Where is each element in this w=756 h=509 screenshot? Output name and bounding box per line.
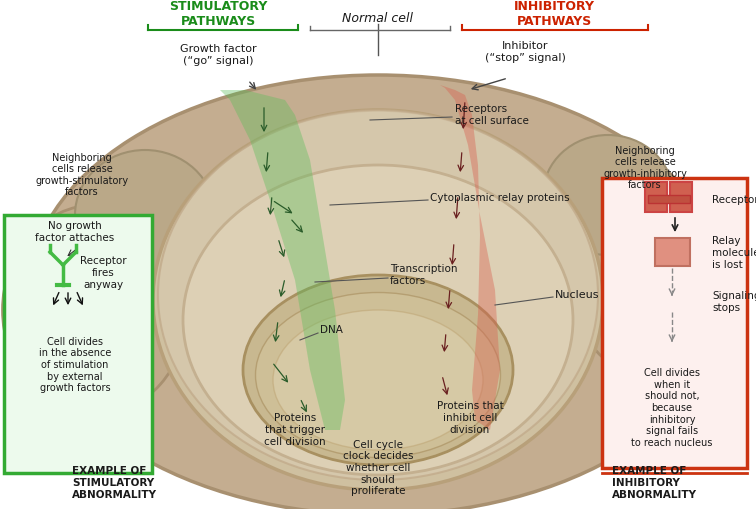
Text: Normal cell: Normal cell bbox=[342, 12, 414, 24]
Text: Receptors
at cell surface: Receptors at cell surface bbox=[455, 104, 529, 126]
Ellipse shape bbox=[273, 310, 483, 450]
Text: DNA: DNA bbox=[320, 325, 343, 335]
Ellipse shape bbox=[158, 110, 598, 480]
Text: Cytoplasmic relay proteins: Cytoplasmic relay proteins bbox=[430, 193, 569, 203]
Ellipse shape bbox=[243, 275, 513, 465]
Text: Proteins
that trigger
cell division: Proteins that trigger cell division bbox=[264, 413, 326, 446]
Polygon shape bbox=[220, 90, 345, 430]
Text: No growth
factor attaches: No growth factor attaches bbox=[36, 221, 115, 243]
Text: Neighboring
cells release
growth-inhibitory
factors: Neighboring cells release growth-inhibit… bbox=[603, 146, 687, 190]
Ellipse shape bbox=[28, 75, 728, 509]
Ellipse shape bbox=[153, 110, 603, 490]
Text: Neighboring
cells release
growth-stimulatory
factors: Neighboring cells release growth-stimula… bbox=[36, 153, 129, 197]
Bar bbox=[645, 182, 667, 212]
Ellipse shape bbox=[183, 165, 573, 475]
Text: EXAMPLE OF
INHIBITORY
ABNORMALITY: EXAMPLE OF INHIBITORY ABNORMALITY bbox=[612, 466, 697, 500]
Ellipse shape bbox=[256, 293, 500, 458]
Bar bbox=[602, 178, 747, 468]
Text: Proteins that
inhibit cell
division: Proteins that inhibit cell division bbox=[437, 402, 503, 435]
Polygon shape bbox=[440, 85, 500, 430]
Bar bbox=[670, 182, 692, 212]
Text: Inhibitor
(“stop” signal): Inhibitor (“stop” signal) bbox=[485, 41, 565, 63]
Ellipse shape bbox=[571, 180, 745, 380]
Text: STIMULATORY
PATHWAYS: STIMULATORY PATHWAYS bbox=[169, 0, 267, 28]
Ellipse shape bbox=[75, 150, 215, 280]
Text: Relay
molecule
is lost: Relay molecule is lost bbox=[712, 236, 756, 270]
Text: Cell cycle
clock decides
whether cell
should
proliferate: Cell cycle clock decides whether cell sh… bbox=[342, 440, 414, 496]
Text: Cell divides
in the absence
of stimulation
by external
growth factors: Cell divides in the absence of stimulati… bbox=[39, 337, 111, 393]
Ellipse shape bbox=[2, 205, 187, 415]
Text: INHIBITORY
PATHWAYS: INHIBITORY PATHWAYS bbox=[513, 0, 594, 28]
Bar bbox=[648, 195, 690, 203]
Text: Signaling
stops: Signaling stops bbox=[712, 291, 756, 313]
Text: Transcription
factors: Transcription factors bbox=[390, 264, 457, 286]
Text: EXAMPLE OF
STIMULATORY
ABNORMALITY: EXAMPLE OF STIMULATORY ABNORMALITY bbox=[72, 466, 157, 500]
Text: Receptor: Receptor bbox=[712, 195, 756, 205]
Text: Growth factor
(“go” signal): Growth factor (“go” signal) bbox=[180, 44, 256, 66]
Text: Cell divides
when it
should not,
because
inhibitory
signal fails
to reach nucleu: Cell divides when it should not, because… bbox=[631, 368, 713, 448]
Ellipse shape bbox=[543, 135, 673, 255]
Bar bbox=[4, 215, 152, 473]
Text: Receptor
fires
anyway: Receptor fires anyway bbox=[79, 257, 126, 290]
Text: Nucleus: Nucleus bbox=[555, 290, 600, 300]
Bar bbox=[655, 238, 690, 266]
